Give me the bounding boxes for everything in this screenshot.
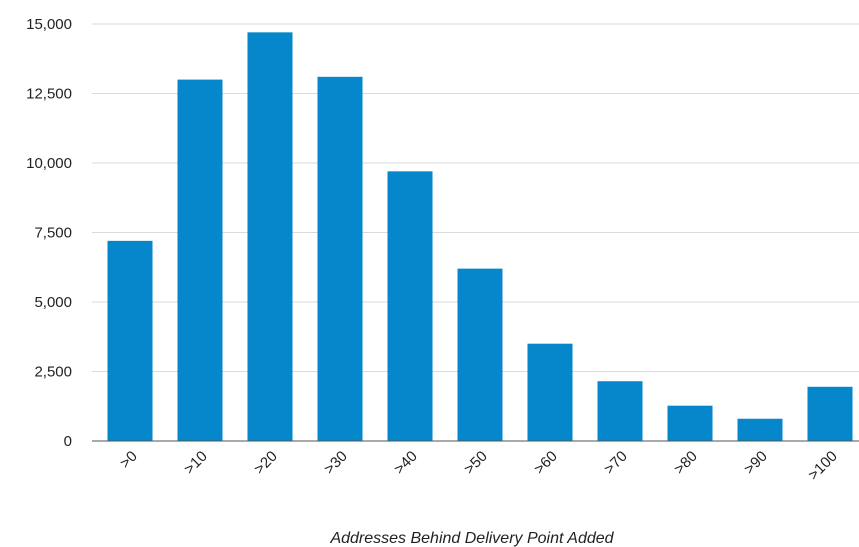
y-tick-label: 15,000 — [26, 16, 72, 33]
x-tick-label: >70 — [601, 448, 631, 478]
y-tick-label: 0 — [64, 433, 72, 450]
x-tick-label: >40 — [391, 448, 421, 478]
x-tick-label: >50 — [461, 448, 491, 478]
y-tick-label: 10,000 — [26, 155, 72, 172]
x-axis-tick-labels: >0 >10 >20 >30 >40 >50 >60 >70 >80 >90 >100 — [117, 448, 841, 484]
bar — [667, 405, 713, 441]
bar — [317, 76, 363, 441]
y-tick-label: 7,500 — [34, 225, 72, 242]
bar — [247, 32, 293, 442]
x-tick-label: >30 — [321, 448, 351, 478]
x-tick-label: >20 — [251, 448, 281, 478]
bars — [107, 32, 853, 442]
x-tick-label: >0 — [117, 448, 141, 472]
bar — [527, 343, 573, 441]
x-tick-label: >80 — [671, 448, 701, 478]
x-tick-label: >100 — [805, 448, 841, 484]
bar — [737, 418, 783, 441]
y-tick-label: 5,000 — [34, 294, 72, 311]
bar — [177, 79, 223, 441]
x-axis-title: Addresses Behind Delivery Point Added — [329, 530, 614, 547]
bar — [107, 240, 153, 441]
x-tick-label: >60 — [531, 448, 561, 478]
bar — [807, 386, 853, 441]
bar — [457, 268, 503, 441]
x-tick-label: >10 — [181, 448, 211, 478]
y-tick-label: 2,500 — [34, 364, 72, 381]
x-tick-label: >90 — [741, 448, 771, 478]
bar — [387, 171, 433, 441]
bar — [597, 381, 643, 441]
y-tick-label: 12,500 — [26, 86, 72, 103]
y-axis-tick-labels: 0 2,500 5,000 7,500 10,000 12,500 15,000 — [26, 16, 72, 450]
